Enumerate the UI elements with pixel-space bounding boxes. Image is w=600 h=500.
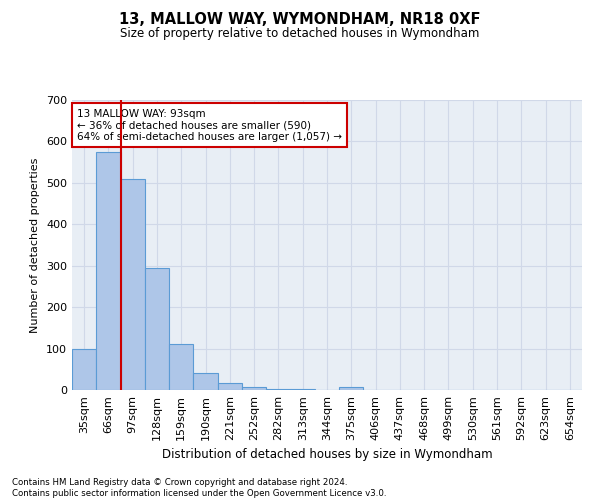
Bar (72, 348, 96, 390)
Bar (266, 389, 290, 390)
Y-axis label: Number of detached properties: Number of detached properties (31, 158, 40, 332)
X-axis label: Distribution of detached houses by size in Wymondham: Distribution of detached houses by size … (161, 448, 493, 462)
Text: 13 MALLOW WAY: 93sqm
← 36% of detached houses are smaller (590)
64% of semi-deta: 13 MALLOW WAY: 93sqm ← 36% of detached h… (77, 108, 342, 142)
Text: Size of property relative to detached houses in Wymondham: Size of property relative to detached ho… (121, 28, 479, 40)
Bar (339, 386, 364, 390)
Text: 13, MALLOW WAY, WYMONDHAM, NR18 0XF: 13, MALLOW WAY, WYMONDHAM, NR18 0XF (119, 12, 481, 28)
Bar (169, 344, 193, 390)
Bar (145, 268, 169, 390)
Bar (218, 382, 242, 390)
Bar (121, 178, 145, 390)
Bar (290, 389, 315, 390)
Bar (242, 386, 266, 390)
Bar (96, 152, 121, 390)
Text: Contains HM Land Registry data © Crown copyright and database right 2024.
Contai: Contains HM Land Registry data © Crown c… (12, 478, 386, 498)
Bar (193, 374, 218, 390)
